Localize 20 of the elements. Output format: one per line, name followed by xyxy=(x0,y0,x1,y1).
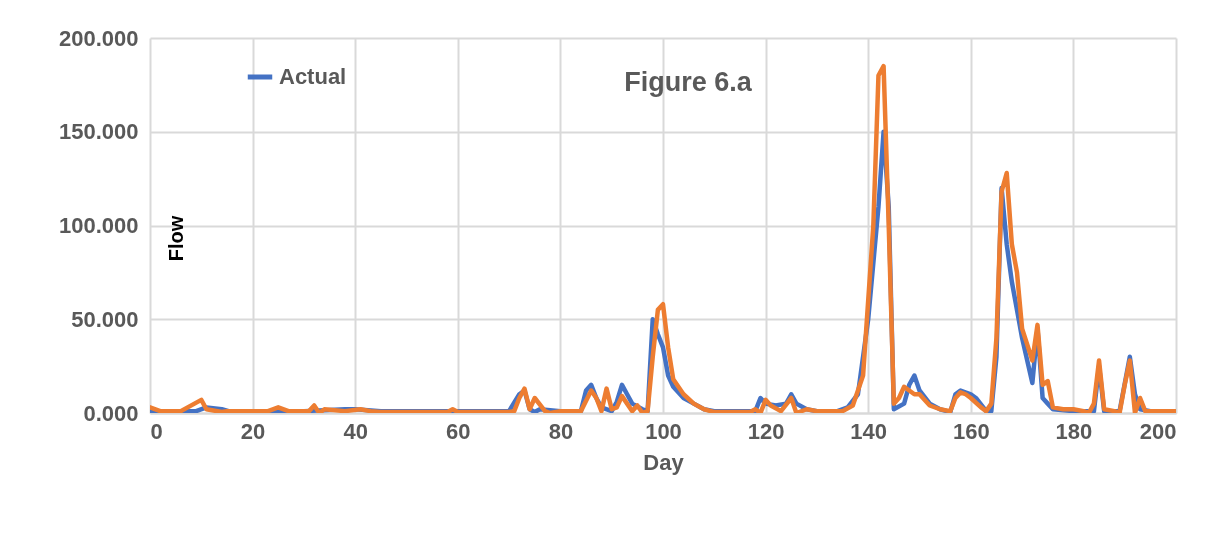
y-tick-label: 100.000 xyxy=(58,213,139,238)
x-tick-label: 120 xyxy=(747,418,785,444)
x-tick-label: 200 xyxy=(1139,418,1177,444)
y-tick-label: 0.000 xyxy=(83,400,139,426)
legend-label: Actual xyxy=(279,64,347,89)
x-tick-label: 180 xyxy=(1055,418,1093,444)
x-tick-label: 20 xyxy=(240,418,266,444)
text: Figure 6.a xyxy=(624,67,753,97)
y-axis-title: Flow xyxy=(164,215,187,262)
y-tick-label: 50.000 xyxy=(71,306,139,332)
y-tick-label: 200.000 xyxy=(58,25,139,51)
x-tick-label: 100 xyxy=(645,418,682,444)
x-tick-label: 40 xyxy=(343,418,368,444)
y-tick-label: 150.000 xyxy=(58,119,139,145)
x-axis-title: Day xyxy=(643,449,685,475)
x-tick-label: 160 xyxy=(952,418,990,444)
x-tick-label: 0 xyxy=(150,418,163,444)
x-tick-label: 60 xyxy=(446,418,471,444)
x-tick-label: 80 xyxy=(548,418,574,444)
x-tick-label: 140 xyxy=(850,418,888,444)
